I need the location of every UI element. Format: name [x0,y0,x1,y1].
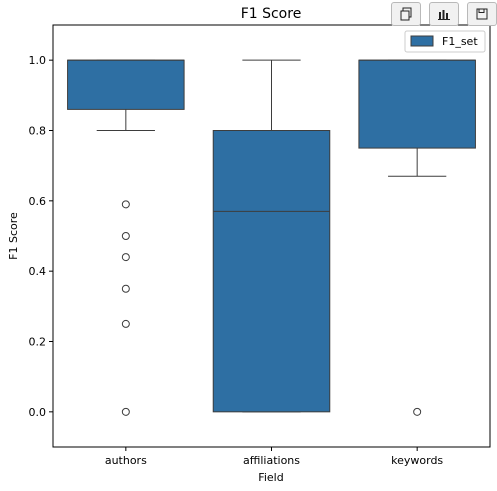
y-tick-label: 1.0 [29,54,47,67]
y-tick-label: 0.0 [29,406,47,419]
box-body [67,59,185,110]
save-button[interactable] [467,2,497,26]
outlier-point [121,200,130,209]
bar-chart-icon [438,10,450,20]
chart-view-button[interactable] [429,2,459,26]
figure-toolbar [391,2,497,26]
x-tick-label: keywords [391,454,443,467]
box-affiliations [212,59,331,413]
legend-swatch [410,35,434,47]
legend-entry-label: F1_set [442,35,478,48]
box-body [358,59,476,149]
copy-icon [400,7,412,21]
box-authors [67,59,185,416]
outlier-point [121,253,130,262]
y-axis: 0.0 0.2 0.4 0.6 0.8 1.0 [29,54,53,419]
y-tick-label: 0.6 [29,195,47,208]
box-group [67,59,476,416]
y-axis-label: F1 Score [7,212,20,260]
chart-title: F1 Score [241,6,302,22]
outlier-point [121,232,130,240]
x-tick-label: affiliations [243,454,300,467]
outlier-point [121,284,130,293]
save-icon [476,8,488,20]
x-tick-label: authors [105,454,147,467]
y-tick-label: 0.2 [29,336,47,349]
legend: F1_set [404,30,486,53]
x-axis: authors affiliations keywords [105,447,443,467]
y-tick-label: 0.8 [29,125,47,138]
box-body [212,130,331,413]
box-keywords [358,59,476,416]
outlier-point [121,407,130,416]
outlier-point [413,407,422,416]
copy-button[interactable] [391,2,421,26]
y-tick-label: 0.4 [29,265,47,278]
x-axis-label: Field [258,471,283,484]
outlier-point [121,319,130,328]
